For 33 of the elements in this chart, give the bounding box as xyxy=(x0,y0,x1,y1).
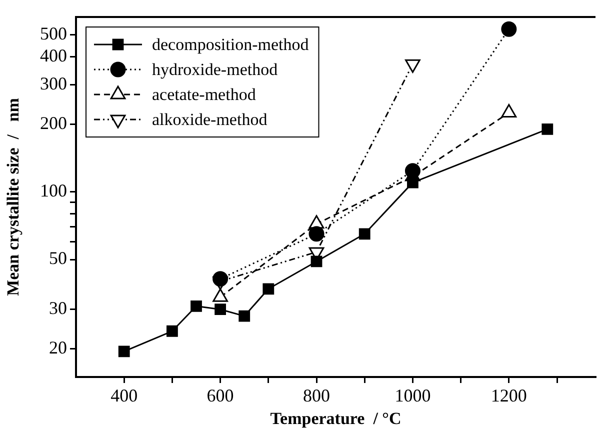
point xyxy=(262,283,274,295)
y-tick-label: 500 xyxy=(40,24,67,44)
point xyxy=(166,325,178,337)
point xyxy=(308,226,324,242)
point xyxy=(214,304,226,316)
point xyxy=(190,300,202,312)
legend-label: alkoxide-method xyxy=(152,110,268,129)
x-tick-label: 1000 xyxy=(394,386,431,406)
x-tick-label: 400 xyxy=(110,386,138,406)
y-tick-label: 400 xyxy=(40,45,67,66)
y-tick-label: 20 xyxy=(49,338,67,358)
x-tick-label: 800 xyxy=(303,386,330,406)
point xyxy=(542,124,554,135)
legend-label: hydroxide-method xyxy=(152,60,278,79)
y-tick-label: 100 xyxy=(40,180,67,201)
point xyxy=(407,176,418,188)
legend-label: acetate-method xyxy=(152,84,256,104)
point xyxy=(238,310,250,322)
y-tick-label: 200 xyxy=(40,112,67,133)
y-tick-label: 30 xyxy=(49,298,67,318)
point xyxy=(118,346,130,358)
x-axis-title: Temperature / °C xyxy=(270,409,402,428)
x-tick-label: 600 xyxy=(206,386,234,406)
y-tick-label: 300 xyxy=(40,73,67,94)
point xyxy=(501,21,517,37)
point xyxy=(310,256,322,268)
point xyxy=(404,163,420,179)
y-axis-title: Mean crystallite size / nm xyxy=(4,98,23,296)
x-tick-label: 1200 xyxy=(490,386,527,406)
legend-label: decomposition-method xyxy=(152,34,310,54)
y-tick-label: 50 xyxy=(49,248,67,268)
point xyxy=(358,228,370,240)
point xyxy=(212,271,228,287)
